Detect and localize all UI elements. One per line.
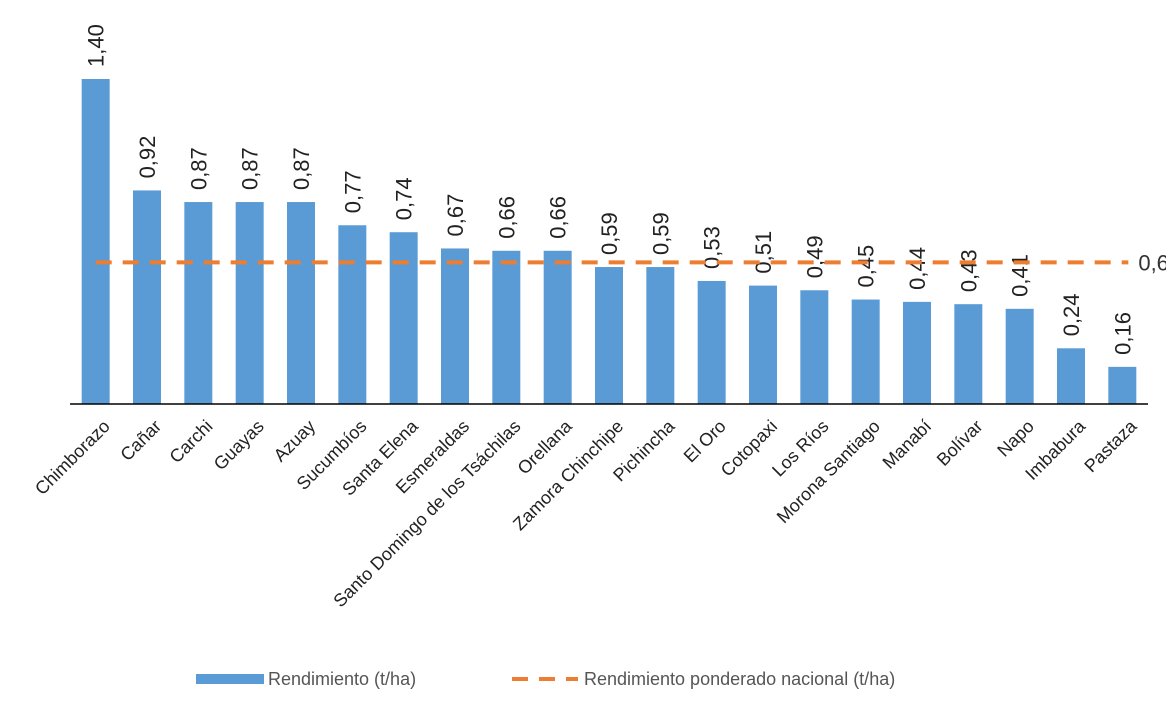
bar-napo bbox=[1005, 308, 1034, 404]
x-tick-label-chimborazo: Chimborazo bbox=[31, 416, 114, 499]
reference-line-layer: 0,61 bbox=[95, 250, 1166, 275]
data-label-bolivar: 0,43 bbox=[956, 249, 981, 292]
x-tick-label-el-oro: El Oro bbox=[680, 416, 730, 466]
data-label-imbabura: 0,24 bbox=[1059, 293, 1084, 336]
bar-orellana bbox=[543, 250, 572, 404]
legend-swatch-bar bbox=[196, 674, 264, 684]
data-label-orellana: 0,66 bbox=[546, 196, 571, 239]
data-label-zamora-chinchipe: 0,59 bbox=[597, 212, 622, 255]
data-label-sucumbios: 0,77 bbox=[340, 170, 365, 213]
bar-azuay bbox=[287, 202, 315, 404]
bar-carchi bbox=[184, 202, 213, 404]
data-label-guayas: 0,87 bbox=[238, 147, 263, 190]
x-tick-label-manabi: Manabí bbox=[879, 416, 936, 473]
data-label-canar: 0,92 bbox=[135, 136, 160, 179]
bars-layer bbox=[81, 79, 1137, 404]
bar-morona-santiago bbox=[851, 299, 880, 404]
data-label-azuay: 0,87 bbox=[289, 147, 314, 190]
bar-manabi bbox=[903, 301, 931, 404]
legend-label-bar: Rendimiento (t/ha) bbox=[268, 669, 416, 689]
data-label-morona-santiago: 0,45 bbox=[854, 245, 879, 288]
data-label-los-rios: 0,49 bbox=[802, 235, 827, 278]
data-label-manabi: 0,44 bbox=[905, 247, 930, 290]
bar-imbabura bbox=[1057, 348, 1085, 404]
bar-cotopaxi bbox=[749, 285, 777, 404]
legend-label-reference-line: Rendimiento ponderado nacional (t/ha) bbox=[584, 669, 895, 689]
x-tick-label-canar: Cañar bbox=[116, 416, 165, 465]
bar-guayas bbox=[235, 202, 264, 404]
data-label-esmeraldas: 0,67 bbox=[443, 194, 468, 237]
data-label-santo-domingo-de-los-tsachilas: 0,66 bbox=[494, 196, 519, 239]
data-label-chimborazo: 1,40 bbox=[84, 24, 109, 67]
bar-el-oro bbox=[697, 280, 726, 404]
x-tick-label-carchi: Carchi bbox=[166, 416, 217, 467]
bar-santo-domingo-de-los-tsachilas bbox=[492, 250, 521, 404]
bar-bolivar bbox=[954, 304, 983, 404]
bar-canar bbox=[133, 190, 161, 404]
bar-los-rios bbox=[800, 290, 829, 404]
legend: Rendimiento (t/ha) Rendimiento ponderado… bbox=[196, 669, 895, 689]
x-tick-label-bolivar: Bolívar bbox=[933, 416, 987, 470]
x-tick-label-napo: Napo bbox=[993, 416, 1038, 461]
reference-line-label: 0,61 bbox=[1138, 250, 1166, 275]
x-tick-label-santo-domingo-de-los-tsachilas: Santo Domingo de los Tsáchilas bbox=[329, 416, 524, 611]
bar-zamora-chinchipe bbox=[595, 267, 623, 404]
bar-sucumbios bbox=[338, 225, 367, 404]
bar-santa-elena bbox=[389, 232, 418, 404]
bar-chimborazo bbox=[81, 79, 110, 404]
data-label-pichincha: 0,59 bbox=[648, 212, 673, 255]
data-label-santa-elena: 0,74 bbox=[392, 177, 417, 220]
data-label-cotopaxi: 0,51 bbox=[751, 231, 776, 274]
x-tick-label-guayas: Guayas bbox=[210, 416, 268, 474]
x-tick-label-pastaza: Pastaza bbox=[1080, 415, 1141, 476]
data-label-carchi: 0,87 bbox=[186, 147, 211, 190]
bar-pichincha bbox=[646, 267, 675, 404]
bar-pastaza bbox=[1108, 366, 1137, 404]
bar-esmeraldas bbox=[441, 248, 469, 404]
data-label-pastaza: 0,16 bbox=[1110, 312, 1135, 355]
x-tick-label-azuay: Azuay bbox=[270, 416, 320, 466]
